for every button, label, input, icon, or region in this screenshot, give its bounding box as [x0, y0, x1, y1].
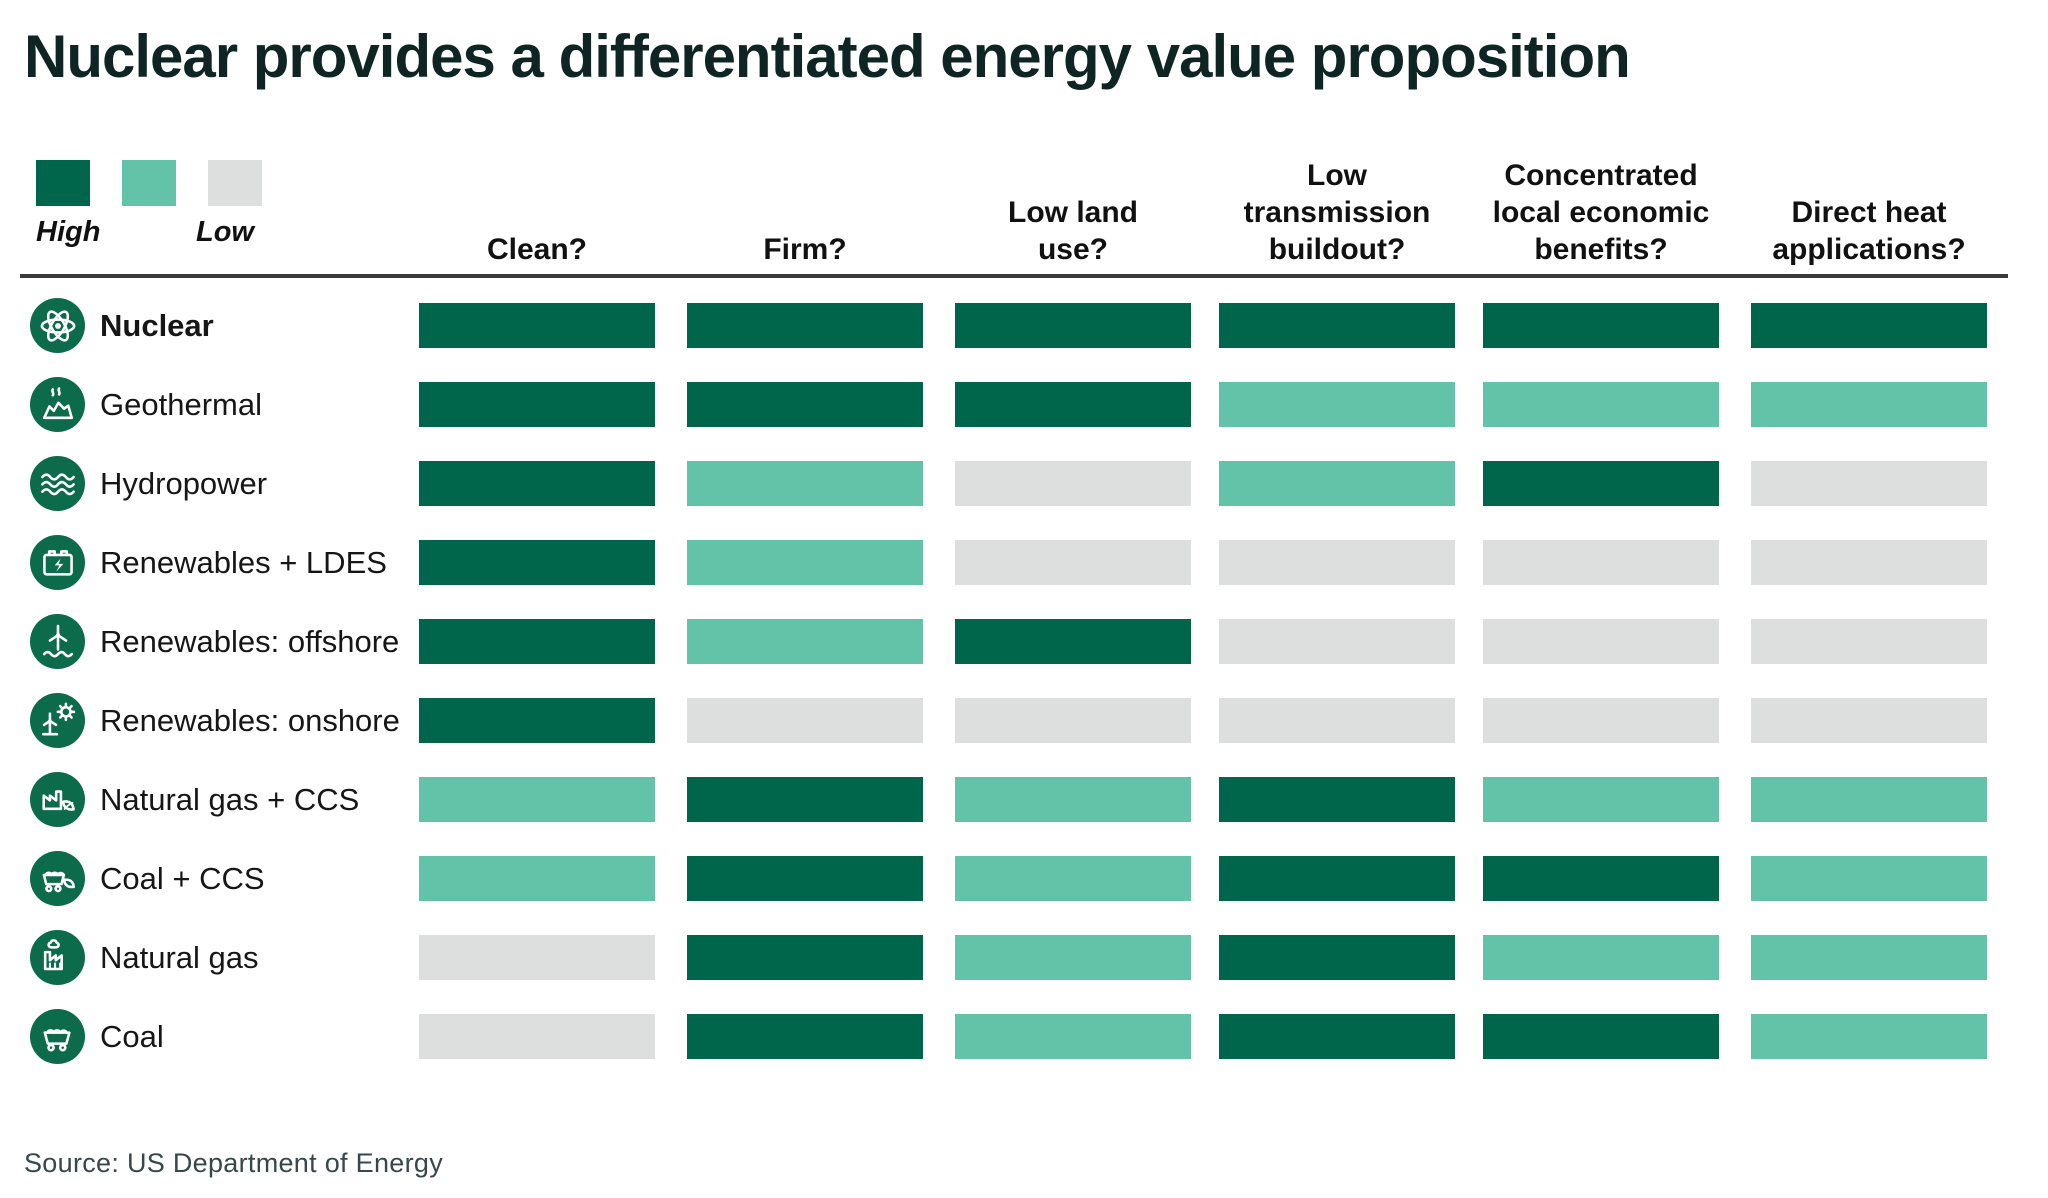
rating-cell [1751, 619, 1987, 664]
rating-cell [1219, 935, 1455, 980]
rating-cell [1483, 461, 1719, 506]
rating-cell [687, 461, 923, 506]
rating-cell [955, 1014, 1191, 1059]
row-label: Hydropower [100, 466, 268, 501]
rating-cell [419, 777, 655, 822]
legend-swatch-high [36, 160, 90, 206]
rating-cell [687, 856, 923, 901]
rating-cell [1751, 461, 1987, 506]
rating-cell [1483, 777, 1719, 822]
rating-cell [955, 540, 1191, 585]
rating-cell [1751, 698, 1987, 743]
row-label: Geothermal [100, 387, 262, 422]
coal-cart-leaf-icon [30, 851, 85, 906]
offshore-wind-icon [30, 614, 85, 669]
rating-cell [1483, 303, 1719, 348]
column-header-2: Firm? [763, 233, 847, 266]
rating-cell [1219, 777, 1455, 822]
rating-cell [687, 777, 923, 822]
rating-cell [1219, 1014, 1455, 1059]
column-header-6: Direct heat applications? [1772, 196, 1966, 266]
rating-cell [955, 619, 1191, 664]
rating-cell [419, 619, 655, 664]
row-label: Renewables: offshore [100, 624, 400, 659]
factory-leaf-icon [30, 772, 85, 827]
rating-cell [687, 698, 923, 743]
rating-cell [1483, 540, 1719, 585]
rating-cell [1483, 619, 1719, 664]
rating-cell [687, 935, 923, 980]
row-label: Renewables + LDES [100, 545, 387, 580]
coal-cart-icon [30, 1009, 85, 1064]
rating-cell [955, 382, 1191, 427]
rating-cell [1751, 1014, 1987, 1059]
rating-cell [955, 856, 1191, 901]
row-label: Nuclear [100, 308, 214, 343]
rating-cell [1219, 461, 1455, 506]
rating-cell [955, 777, 1191, 822]
rating-cell [1219, 382, 1455, 427]
legend-swatch-medium [122, 160, 176, 206]
header-rule [20, 274, 2008, 278]
water-waves-icon [30, 456, 85, 511]
rating-cell [1751, 856, 1987, 901]
rating-cell [955, 303, 1191, 348]
rating-cell [419, 698, 655, 743]
row-label: Natural gas [100, 940, 259, 975]
source-note: Source: US Department of Energy [24, 1148, 443, 1178]
rating-cell [687, 619, 923, 664]
rating-cell [1751, 540, 1987, 585]
rating-cell [1483, 1014, 1719, 1059]
rating-cell [1219, 540, 1455, 585]
row-label: Renewables: onshore [100, 703, 400, 738]
factory-icon [30, 930, 85, 985]
rating-cell [955, 935, 1191, 980]
rating-cell [955, 698, 1191, 743]
column-header-3: Low land use? [1008, 196, 1138, 266]
rating-cell [419, 382, 655, 427]
rating-cell [687, 382, 923, 427]
rating-cell [1483, 856, 1719, 901]
row-label: Coal + CCS [100, 861, 265, 896]
legend-label-high: High [36, 216, 101, 248]
column-header-5: Concentrated local economic benefits? [1492, 159, 1710, 266]
rating-cell [1751, 303, 1987, 348]
battery-icon [30, 535, 85, 590]
rating-cell [687, 540, 923, 585]
legend-swatch-low [208, 160, 262, 206]
rating-cell [419, 856, 655, 901]
rating-cell [1219, 698, 1455, 743]
atom-icon [30, 298, 85, 353]
rating-cell [955, 461, 1191, 506]
rating-cell [419, 1014, 655, 1059]
row-label: Coal [100, 1019, 164, 1054]
page-title: Nuclear provides a differentiated energy… [24, 23, 1631, 90]
rating-cell [1751, 777, 1987, 822]
column-header-1: Clean? [486, 233, 588, 266]
rating-cell [419, 461, 655, 506]
rating-cell [419, 303, 655, 348]
rating-cell [419, 540, 655, 585]
rating-cell [1483, 698, 1719, 743]
rating-cell [1751, 935, 1987, 980]
column-header-4: Low transmission buildout? [1243, 159, 1431, 266]
rating-cell [687, 303, 923, 348]
geothermal-icon [30, 377, 85, 432]
rating-cell [1483, 382, 1719, 427]
row-label: Natural gas + CCS [100, 782, 360, 817]
rating-cell [1219, 856, 1455, 901]
legend-label-low: Low [196, 216, 254, 248]
rating-cell [1483, 935, 1719, 980]
rating-cell [1751, 382, 1987, 427]
rating-cell [1219, 303, 1455, 348]
rating-cell [1219, 619, 1455, 664]
rating-cell [419, 935, 655, 980]
rating-cell [687, 1014, 923, 1059]
onshore-wind-sun-icon [30, 693, 85, 748]
